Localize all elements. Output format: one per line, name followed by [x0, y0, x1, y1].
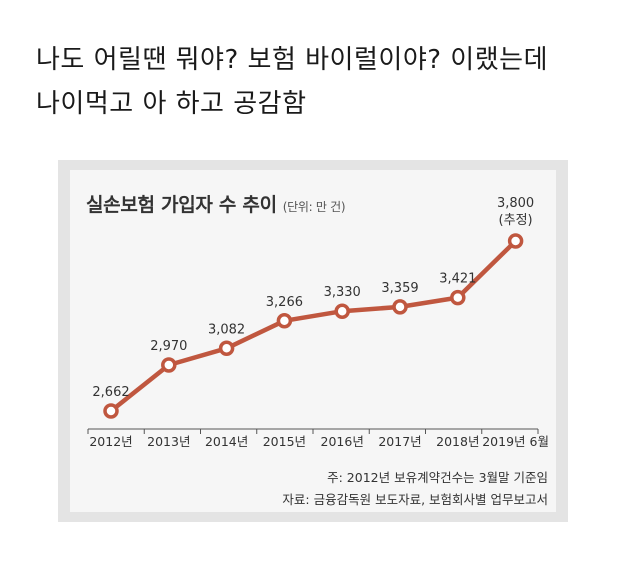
- x-tick-label: 2014년: [205, 434, 248, 449]
- series-line: [108, 238, 518, 414]
- chart-title-text: 실손보험 가입자 수 추이: [86, 194, 277, 216]
- x-tick-label: 2012년: [89, 434, 132, 449]
- x-tick-label: 2017년: [378, 434, 421, 449]
- data-point: [276, 313, 293, 329]
- data-point: [103, 403, 119, 419]
- post-text-line-2: 나이먹고 아 하고 공감함: [36, 89, 307, 119]
- data-point: [334, 303, 350, 319]
- data-label: 3,421: [439, 272, 476, 287]
- x-tick-label: 2015년: [263, 434, 306, 449]
- post-text-line-1: 나도 어릴땐 뭐야? 보험 바이럴이야? 이랬는데: [36, 45, 548, 75]
- data-point: [507, 233, 524, 249]
- data-point: [161, 357, 177, 373]
- data-point: [450, 289, 466, 306]
- chart-source: 자료: 금융감독원 보도자료, 보험회사별 업무보고서: [282, 492, 548, 507]
- data-label: 2,662: [92, 385, 129, 400]
- post-text: 나도 어릴땐 뭐야? 보험 바이럴이야? 이랬는데 나이먹고 아 하고 공감함: [36, 38, 616, 126]
- data-point: [392, 299, 408, 315]
- data-label: 3,800: [497, 196, 534, 211]
- chart-unit: (단위: 만 건): [282, 200, 346, 214]
- chart-note: 주: 2012년 보유계약건수는 3월말 기준임: [327, 470, 548, 485]
- chart-title: 실손보험 가입자 수 추이 (단위: 만 건): [86, 190, 346, 217]
- data-label: 3,266: [266, 295, 303, 310]
- data-label: 3,359: [381, 281, 418, 296]
- data-point: [218, 340, 235, 357]
- data-label: 3,330: [324, 285, 361, 300]
- x-tick-label: 2019년 6월: [482, 434, 549, 449]
- x-tick-label: 2013년: [147, 434, 190, 449]
- chart-card: [70, 170, 556, 512]
- x-tick-label: 2018년: [436, 434, 479, 449]
- data-label: 2,970: [150, 339, 187, 354]
- data-label: 3,082: [208, 322, 245, 337]
- data-annotation: (추정): [499, 213, 533, 228]
- x-tick-label: 2016년: [321, 434, 364, 449]
